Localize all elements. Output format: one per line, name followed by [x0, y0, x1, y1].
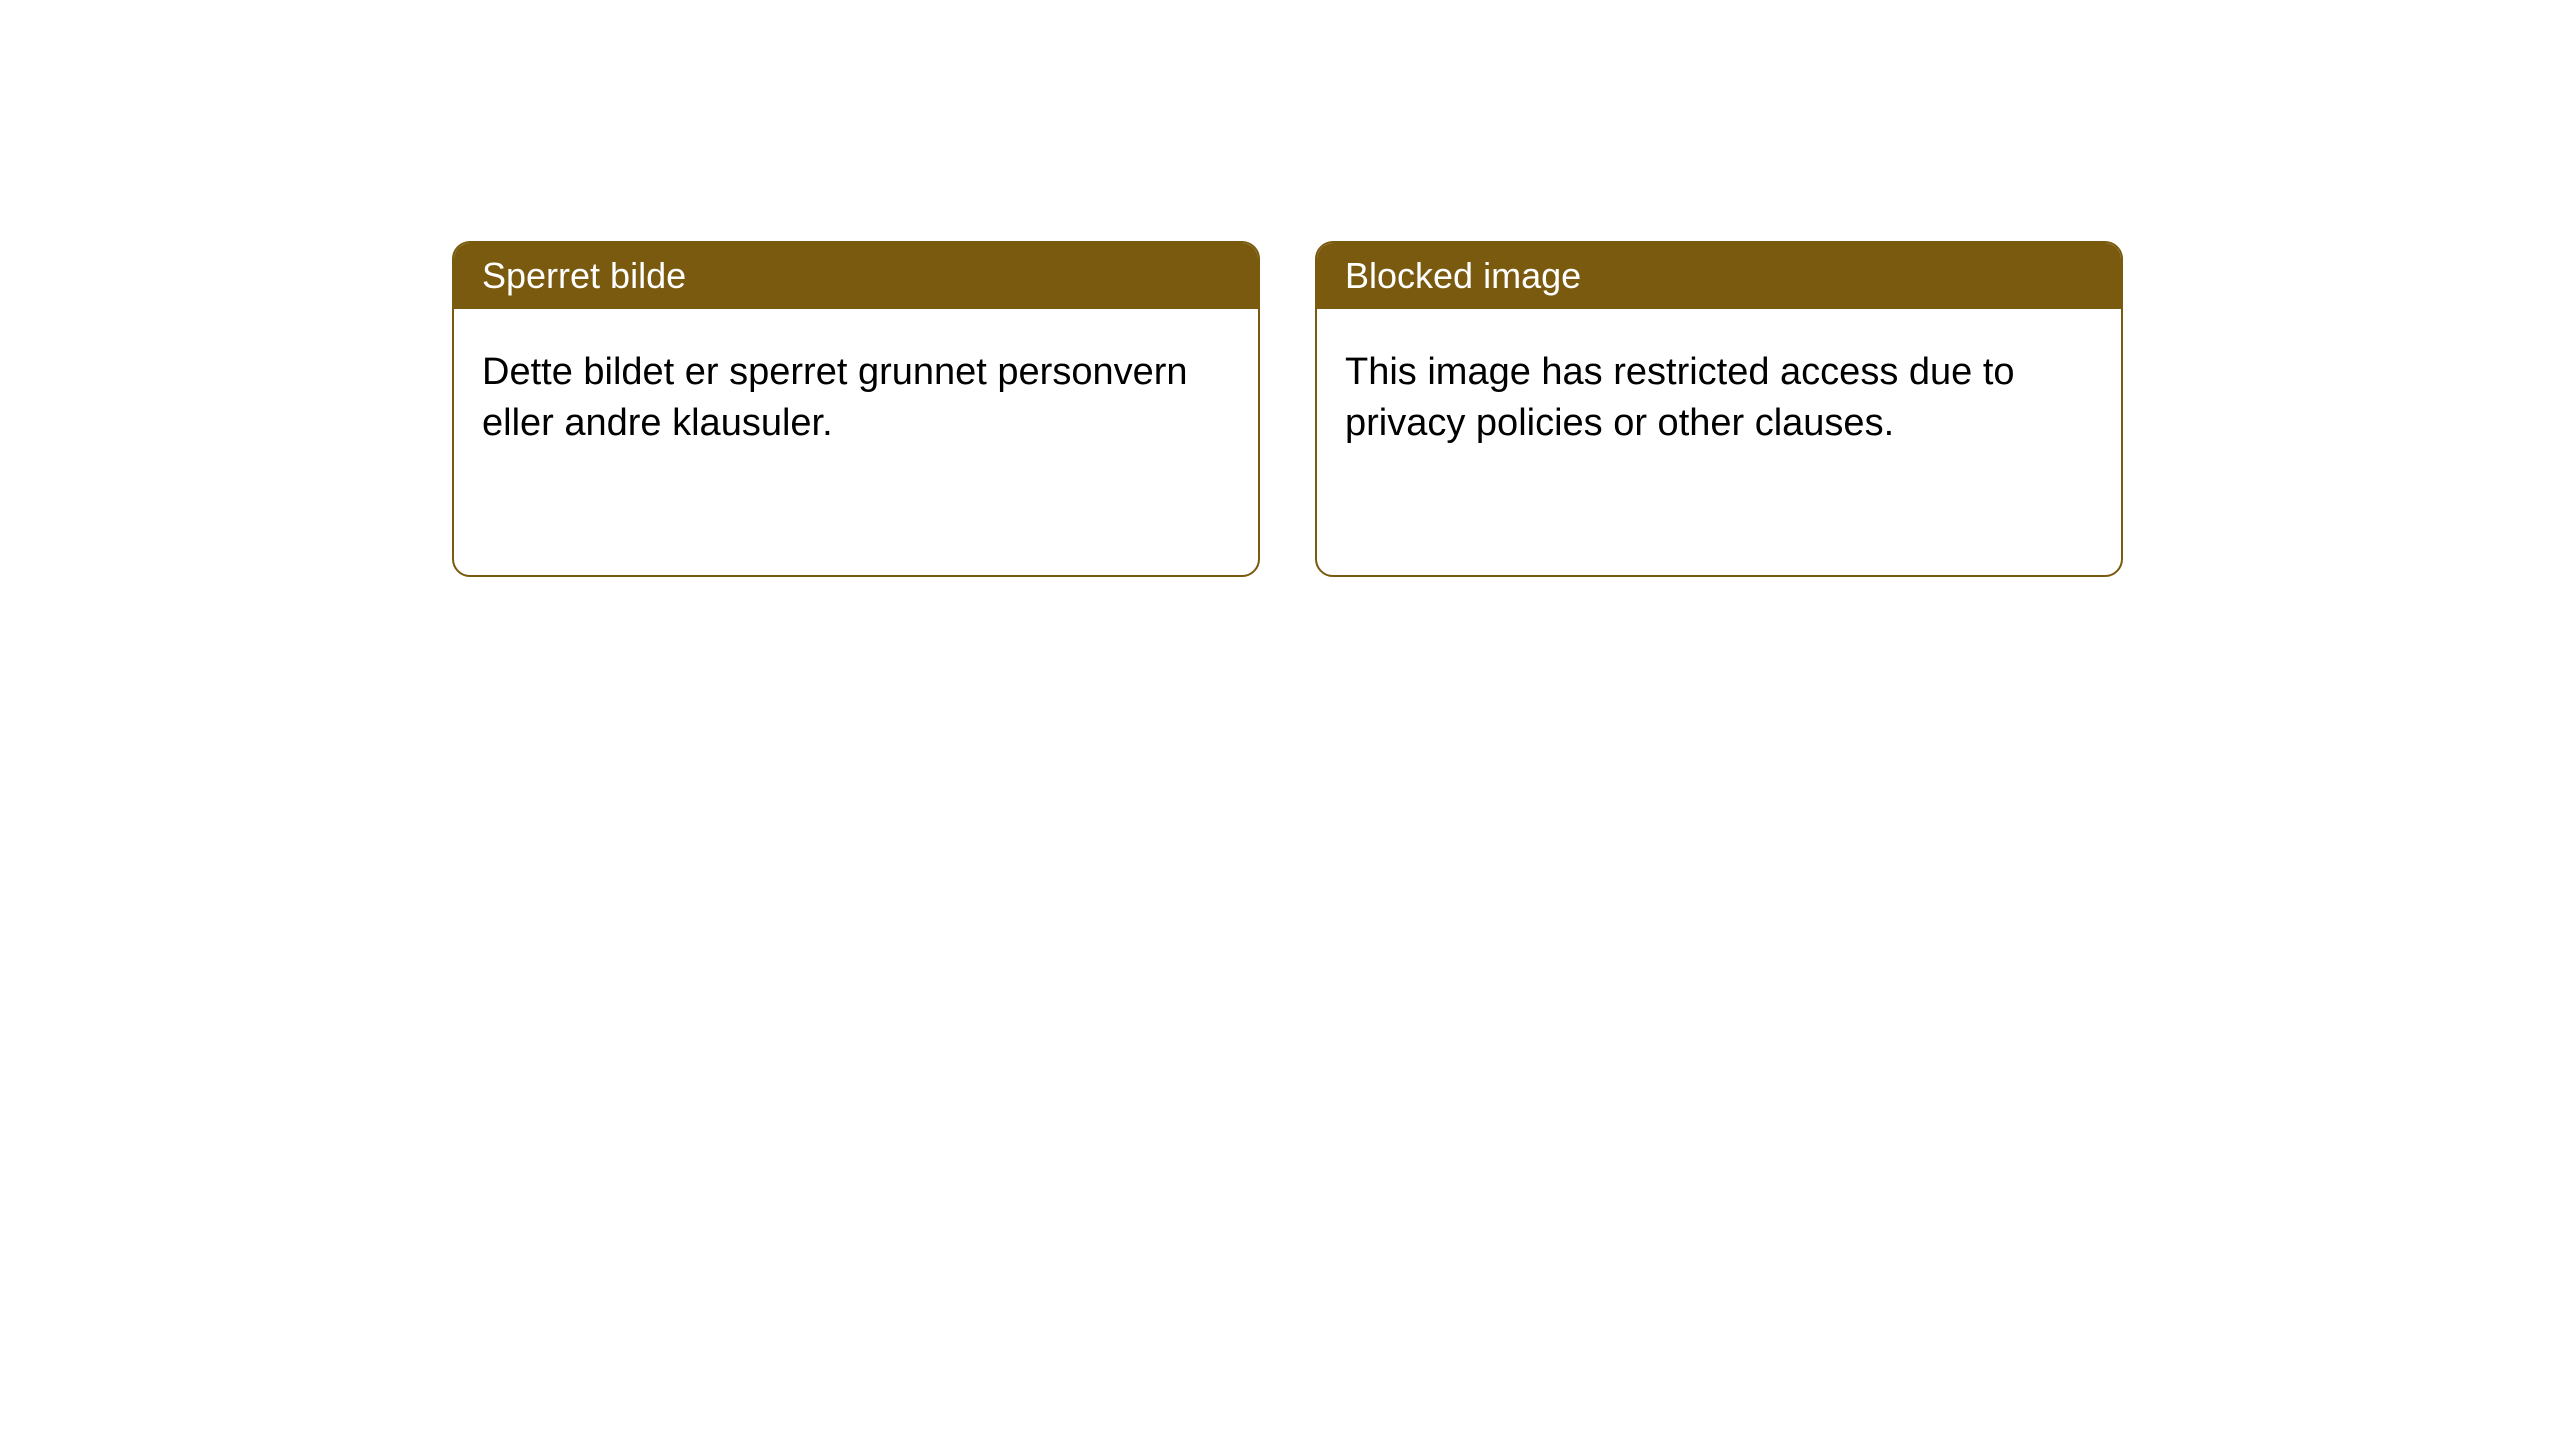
card-body-text: Dette bildet er sperret grunnet personve… — [482, 351, 1188, 444]
card-body: Dette bildet er sperret grunnet personve… — [454, 309, 1258, 488]
card-title: Sperret bilde — [482, 255, 686, 296]
notice-card-en: Blocked image This image has restricted … — [1315, 241, 2123, 577]
notice-card-no: Sperret bilde Dette bildet er sperret gr… — [452, 241, 1260, 577]
card-body-text: This image has restricted access due to … — [1345, 351, 2015, 444]
card-header: Blocked image — [1317, 243, 2121, 309]
card-title: Blocked image — [1345, 255, 1581, 296]
card-body: This image has restricted access due to … — [1317, 309, 2121, 488]
cards-container: Sperret bilde Dette bildet er sperret gr… — [452, 241, 2560, 577]
card-header: Sperret bilde — [454, 243, 1258, 309]
